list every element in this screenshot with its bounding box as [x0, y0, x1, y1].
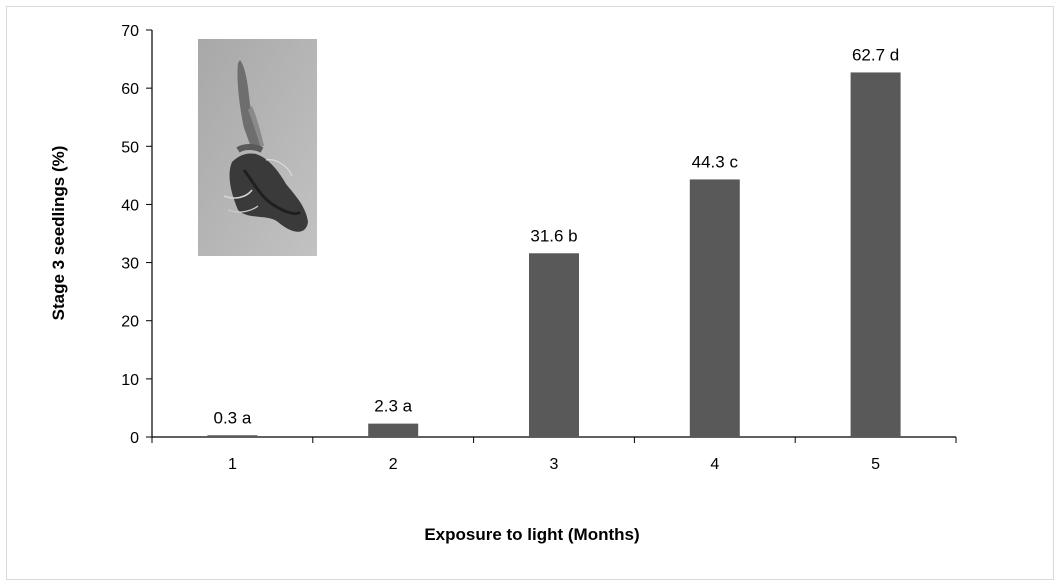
data-label: 2.3 a: [374, 397, 412, 416]
bar-1: [207, 435, 258, 437]
data-label: 44.3 c: [692, 152, 739, 171]
y-tick-label: 10: [121, 372, 139, 389]
x-tick-label: 3: [550, 456, 559, 473]
y-tick-label: 60: [121, 81, 139, 98]
bar-2: [368, 423, 419, 437]
y-tick-label: 30: [121, 256, 139, 273]
bar-4: [689, 179, 740, 438]
y-axis-title: Stage 3 seedlings (%): [49, 146, 68, 321]
x-tick-label: 1: [228, 456, 237, 473]
data-label: 62.7 d: [852, 45, 899, 64]
y-tick-label: 20: [121, 314, 139, 331]
y-tick-label: 0: [130, 430, 139, 447]
x-tick-label: 5: [871, 456, 880, 473]
seedling-photo-inset: [198, 39, 317, 256]
y-tick-label: 40: [121, 197, 139, 214]
bar-3: [529, 253, 579, 437]
x-axis-title: Exposure to light (Months): [424, 525, 639, 544]
data-label: 0.3 a: [213, 408, 251, 427]
y-tick-label: 50: [121, 139, 139, 156]
y-tick-label: 70: [121, 23, 139, 40]
bar-5: [850, 72, 901, 438]
data-label: 31.6 b: [530, 226, 577, 245]
x-tick-label: 4: [710, 456, 719, 473]
x-tick-label: 2: [389, 456, 398, 473]
